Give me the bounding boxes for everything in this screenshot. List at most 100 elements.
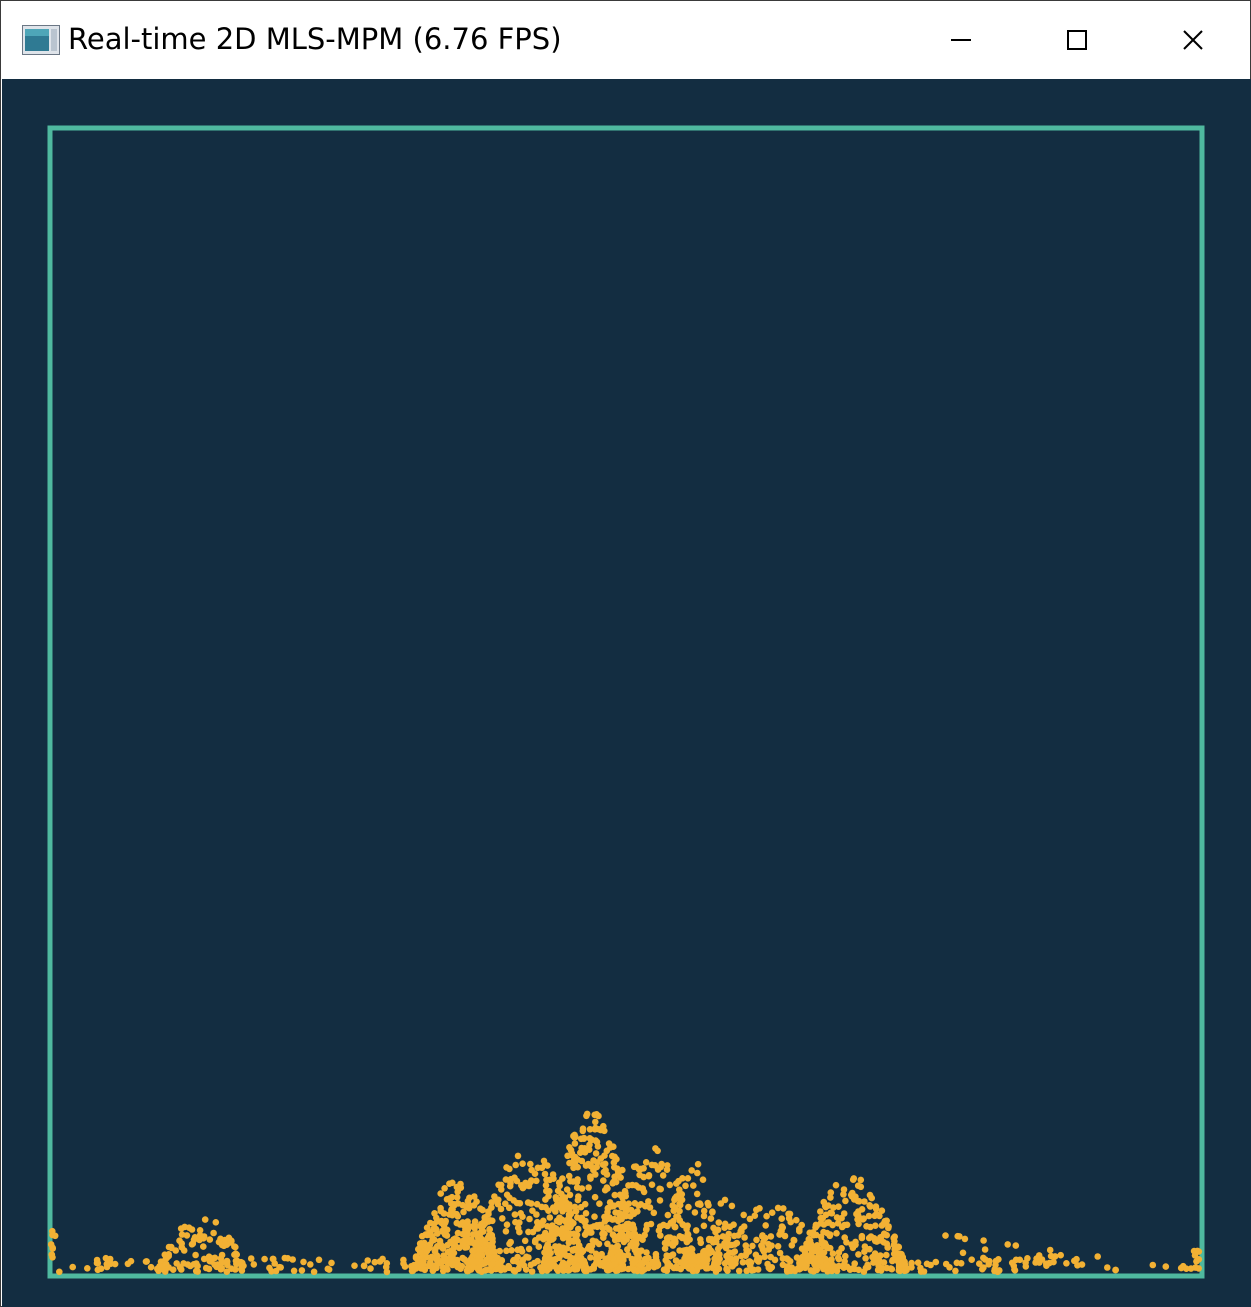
particle	[554, 1267, 562, 1274]
particle	[618, 1204, 626, 1211]
particle	[591, 1193, 599, 1201]
particle	[1104, 1264, 1111, 1271]
particle	[210, 1229, 217, 1237]
particle	[843, 1239, 850, 1246]
particle	[609, 1216, 616, 1223]
particle	[527, 1200, 535, 1207]
particle	[364, 1257, 372, 1264]
particle	[694, 1200, 702, 1208]
particle	[566, 1159, 573, 1167]
particle	[851, 1260, 858, 1267]
particle	[416, 1249, 424, 1256]
particle	[652, 1250, 660, 1258]
maximize-icon	[1067, 29, 1087, 50]
particle	[746, 1215, 754, 1223]
particle	[742, 1242, 750, 1249]
particle	[508, 1247, 515, 1254]
particle	[1057, 1251, 1064, 1259]
particle	[640, 1173, 647, 1181]
particle	[692, 1227, 700, 1234]
particle	[546, 1223, 554, 1231]
particle	[849, 1244, 857, 1252]
particle	[371, 1258, 379, 1266]
particle	[518, 1182, 525, 1189]
particle	[443, 1232, 451, 1239]
particle	[1187, 1265, 1195, 1272]
container-boundary	[47, 125, 1205, 1279]
particle	[505, 1204, 513, 1212]
particle	[580, 1134, 588, 1142]
particle	[525, 1245, 533, 1253]
particle	[477, 1222, 484, 1230]
particle	[669, 1202, 676, 1209]
close-button[interactable]	[1135, 1, 1251, 78]
particle	[420, 1258, 427, 1265]
particle	[880, 1230, 888, 1237]
title-bar[interactable]: Real-time 2D MLS-MPM (6.76 FPS)	[1, 1, 1250, 78]
particle	[664, 1211, 672, 1219]
particle	[923, 1260, 931, 1268]
particle	[742, 1252, 749, 1259]
particle	[642, 1159, 650, 1166]
particle	[431, 1236, 438, 1243]
particle	[980, 1237, 987, 1244]
particle	[489, 1238, 496, 1246]
particle	[555, 1203, 562, 1210]
particle	[574, 1184, 581, 1191]
particle	[223, 1241, 231, 1248]
particle	[835, 1255, 843, 1263]
particle	[173, 1260, 180, 1267]
minimize-button[interactable]	[903, 1, 1019, 78]
particle	[980, 1264, 987, 1271]
particle	[233, 1260, 241, 1267]
particle	[765, 1264, 773, 1272]
particle	[855, 1251, 862, 1258]
particle	[676, 1233, 684, 1240]
particle	[830, 1204, 837, 1211]
particle	[604, 1240, 611, 1248]
particle	[102, 1254, 110, 1262]
app-icon	[22, 25, 60, 55]
particle	[427, 1260, 434, 1268]
particle	[180, 1247, 188, 1254]
particle	[819, 1240, 826, 1248]
particle	[408, 1263, 415, 1270]
particle	[694, 1160, 702, 1168]
particle	[469, 1257, 476, 1265]
particle	[765, 1246, 772, 1253]
particle	[721, 1260, 729, 1267]
particle	[980, 1254, 987, 1262]
particle	[176, 1237, 183, 1244]
particle	[835, 1203, 842, 1210]
particle	[379, 1255, 386, 1263]
particle	[491, 1248, 498, 1255]
particle	[578, 1157, 586, 1165]
maximize-button[interactable]	[1019, 1, 1135, 78]
particle	[503, 1221, 511, 1228]
particle	[591, 1213, 598, 1220]
particle	[615, 1215, 623, 1223]
particle	[1183, 1265, 1190, 1272]
particle	[730, 1221, 737, 1228]
particle	[1012, 1242, 1020, 1249]
particle	[201, 1216, 209, 1223]
particle	[432, 1254, 439, 1262]
simulation-viewport[interactable]	[2, 79, 1251, 1307]
particle	[581, 1231, 589, 1238]
particle	[519, 1213, 526, 1220]
particle	[56, 1268, 63, 1276]
particle	[592, 1150, 600, 1157]
particle	[796, 1261, 804, 1268]
particle	[1071, 1257, 1078, 1265]
particle	[724, 1235, 732, 1242]
particle	[819, 1214, 826, 1222]
particle	[545, 1192, 552, 1200]
particle	[606, 1199, 614, 1206]
particle	[456, 1221, 464, 1228]
particle	[636, 1233, 643, 1241]
particle	[717, 1200, 725, 1207]
particle	[570, 1164, 577, 1172]
particle	[861, 1248, 868, 1255]
particle	[567, 1146, 575, 1154]
particle	[647, 1220, 655, 1228]
